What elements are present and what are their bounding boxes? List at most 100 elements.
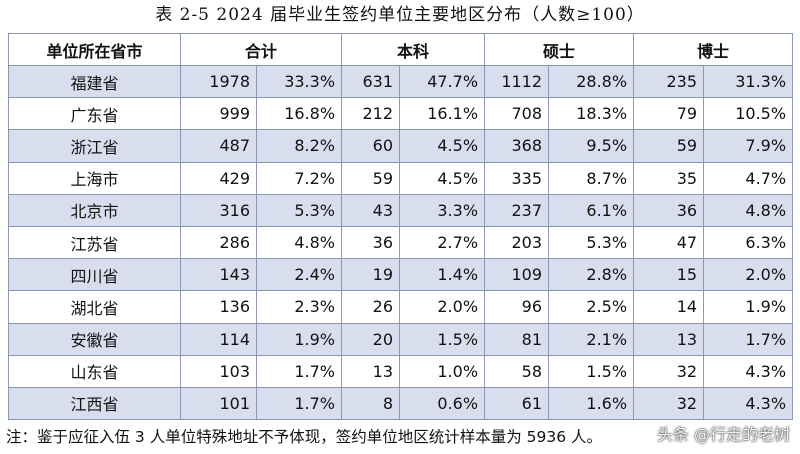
doctor-percent-cell: 4.8% xyxy=(703,193,794,227)
doctor-count-cell: 32 xyxy=(633,386,705,421)
total-percent-cell: 1.7% xyxy=(255,354,343,388)
total-count-cell: 103 xyxy=(180,354,257,388)
master-count-cell: 58 xyxy=(484,354,550,388)
table-row: 福建省 1978 33.3% 631 47.7% 1112 28.8% 235 31.3% xyxy=(8,64,794,99)
province-cell: 浙江省 xyxy=(8,129,181,163)
total-count-cell: 136 xyxy=(180,290,257,324)
master-count-cell: 203 xyxy=(484,225,550,260)
bachelor-percent-cell: 1.5% xyxy=(399,322,486,356)
master-count-cell: 109 xyxy=(484,258,550,292)
doctor-count-cell: 79 xyxy=(633,97,705,131)
master-count-cell: 368 xyxy=(484,129,550,163)
total-percent-cell: 33.3% xyxy=(255,64,343,99)
master-count-cell: 81 xyxy=(484,322,550,356)
master-count-cell: 1112 xyxy=(484,64,550,99)
bachelor-count-cell: 212 xyxy=(341,97,401,131)
total-count-cell: 286 xyxy=(180,225,257,260)
bachelor-count-cell: 8 xyxy=(341,386,401,421)
total-percent-cell: 2.4% xyxy=(255,258,343,292)
bachelor-percent-cell: 3.3% xyxy=(399,193,486,227)
doctor-count-cell: 15 xyxy=(633,258,705,292)
bachelor-percent-cell: 47.7% xyxy=(399,64,486,99)
bachelor-percent-cell: 4.5% xyxy=(399,161,486,195)
doctor-count-cell: 13 xyxy=(633,322,705,356)
master-count-cell: 61 xyxy=(484,386,550,421)
table-row: 安徽省 114 1.9% 20 1.5% 81 2.1% 13 1.7% xyxy=(8,322,794,356)
doctor-count-cell: 59 xyxy=(633,129,705,163)
footnote: 注：鉴于应征入伍 3 人单位特殊地址不予体现，签约单位地区统计样本量为 5936… xyxy=(6,428,603,446)
master-percent-cell: 2.5% xyxy=(548,290,635,324)
total-percent-cell: 1.9% xyxy=(255,322,343,356)
master-percent-cell: 2.1% xyxy=(548,322,635,356)
master-percent-cell: 18.3% xyxy=(548,97,635,131)
master-count-cell: 96 xyxy=(484,290,550,324)
province-cell: 江苏省 xyxy=(8,225,181,260)
province-cell: 山东省 xyxy=(8,354,181,388)
province-cell: 福建省 xyxy=(8,64,181,99)
master-percent-cell: 2.8% xyxy=(548,258,635,292)
bachelor-percent-cell: 2.0% xyxy=(399,290,486,324)
table-header-row: 单位所在省市 合计 本科 硕士 博士 xyxy=(8,33,794,66)
doctor-percent-cell: 1.9% xyxy=(703,290,794,324)
doctor-percent-cell: 1.7% xyxy=(703,322,794,356)
doctor-percent-cell: 7.9% xyxy=(703,129,794,163)
watermark-text: 头条 @行走的老树 xyxy=(656,425,790,444)
province-cell: 湖北省 xyxy=(8,290,181,324)
header-master: 硕士 xyxy=(484,33,635,66)
total-percent-cell: 4.8% xyxy=(255,225,343,260)
bachelor-percent-cell: 1.0% xyxy=(399,354,486,388)
bachelor-percent-cell: 16.1% xyxy=(399,97,486,131)
total-percent-cell: 5.3% xyxy=(255,193,343,227)
total-count-cell: 487 xyxy=(180,129,257,163)
total-count-cell: 999 xyxy=(180,97,257,131)
master-percent-cell: 6.1% xyxy=(548,193,635,227)
doctor-percent-cell: 2.0% xyxy=(703,258,794,292)
bachelor-count-cell: 19 xyxy=(341,258,401,292)
total-percent-cell: 2.3% xyxy=(255,290,343,324)
doctor-percent-cell: 4.3% xyxy=(703,354,794,388)
table-row: 山东省 103 1.7% 13 1.0% 58 1.5% 32 4.3% xyxy=(8,354,794,388)
province-cell: 江西省 xyxy=(8,386,181,421)
master-count-cell: 335 xyxy=(484,161,550,195)
bachelor-count-cell: 59 xyxy=(341,161,401,195)
doctor-count-cell: 14 xyxy=(633,290,705,324)
header-total: 合计 xyxy=(179,33,343,66)
master-count-cell: 237 xyxy=(484,193,550,227)
total-percent-cell: 1.7% xyxy=(255,386,343,421)
province-cell: 北京市 xyxy=(8,193,181,227)
bachelor-count-cell: 60 xyxy=(341,129,401,163)
doctor-count-cell: 32 xyxy=(633,354,705,388)
table-row: 江苏省 286 4.8% 36 2.7% 203 5.3% 47 6.3% xyxy=(8,225,794,260)
master-percent-cell: 1.6% xyxy=(548,386,635,421)
province-cell: 四川省 xyxy=(8,258,181,292)
total-count-cell: 101 xyxy=(180,386,257,421)
table-row: 江西省 101 1.7% 8 0.6% 61 1.6% 32 4.3% xyxy=(8,386,794,421)
table-row: 浙江省 487 8.2% 60 4.5% 368 9.5% 59 7.9% xyxy=(8,129,794,163)
total-count-cell: 114 xyxy=(180,322,257,356)
table-body: 福建省 1978 33.3% 631 47.7% 1112 28.8% 235 31.3% 广东省… xyxy=(8,64,794,421)
total-count-cell: 316 xyxy=(180,193,257,227)
doctor-percent-cell: 10.5% xyxy=(703,97,794,131)
bachelor-count-cell: 13 xyxy=(341,354,401,388)
header-bachelor: 本科 xyxy=(341,33,486,66)
master-percent-cell: 1.5% xyxy=(548,354,635,388)
table-row: 四川省 143 2.4% 19 1.4% 109 2.8% 15 2.0% xyxy=(8,258,794,292)
master-percent-cell: 28.8% xyxy=(548,64,635,99)
doctor-count-cell: 36 xyxy=(633,193,705,227)
table-row: 广东省 999 16.8% 212 16.1% 708 18.3% 79 10.5% xyxy=(8,97,794,131)
watermark: 头条 @行走的老树 xyxy=(657,420,790,450)
table-title: 表 2-5 2024 届毕业生签约单位主要地区分布（人数≥100） xyxy=(155,5,645,25)
bachelor-percent-cell: 0.6% xyxy=(399,386,486,421)
province-cell: 安徽省 xyxy=(8,322,181,356)
total-count-cell: 429 xyxy=(180,161,257,195)
doctor-percent-cell: 4.3% xyxy=(703,386,794,421)
bachelor-count-cell: 26 xyxy=(341,290,401,324)
bachelor-count-cell: 36 xyxy=(341,225,401,260)
bachelor-count-cell: 20 xyxy=(341,322,401,356)
header-doctor: 博士 xyxy=(633,33,794,66)
doctor-percent-cell: 4.7% xyxy=(703,161,794,195)
header-province: 单位所在省市 xyxy=(8,33,181,66)
table-row: 上海市 429 7.2% 59 4.5% 335 8.7% 35 4.7% xyxy=(8,161,794,195)
doctor-count-cell: 47 xyxy=(633,225,705,260)
master-count-cell: 708 xyxy=(484,97,550,131)
